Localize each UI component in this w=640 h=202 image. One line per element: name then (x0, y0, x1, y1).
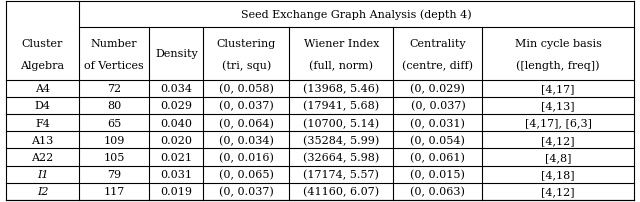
Text: A13: A13 (31, 135, 54, 145)
Text: A4: A4 (35, 84, 50, 94)
Text: Wiener Index: Wiener Index (303, 39, 379, 48)
Text: [4,12]: [4,12] (541, 186, 575, 196)
Text: A22: A22 (31, 152, 54, 162)
Text: (17941, 5.68): (17941, 5.68) (303, 101, 380, 111)
Text: 0.031: 0.031 (161, 169, 193, 179)
Text: Seed Exchange Graph Analysis (depth 4): Seed Exchange Graph Analysis (depth 4) (241, 10, 472, 20)
Text: (0, 0.037): (0, 0.037) (219, 101, 274, 111)
Text: Clustering: Clustering (217, 39, 276, 48)
Text: (17174, 5.57): (17174, 5.57) (303, 169, 380, 179)
Text: [4,13]: [4,13] (541, 101, 575, 111)
Text: (32664, 5.98): (32664, 5.98) (303, 152, 380, 162)
Text: (tri, squ): (tri, squ) (221, 60, 271, 71)
Text: Centrality: Centrality (410, 39, 466, 48)
Text: 0.020: 0.020 (161, 135, 193, 145)
Text: (0, 0.037): (0, 0.037) (410, 101, 465, 111)
Text: [4,17], [6,3]: [4,17], [6,3] (525, 118, 591, 128)
Text: (0, 0.065): (0, 0.065) (219, 169, 274, 179)
Text: 0.034: 0.034 (161, 84, 193, 94)
Text: of Vertices: of Vertices (84, 61, 144, 70)
Text: 0.019: 0.019 (161, 186, 193, 196)
Text: Min cycle basis: Min cycle basis (515, 39, 602, 48)
Text: 0.029: 0.029 (161, 101, 193, 111)
Text: [4,12]: [4,12] (541, 135, 575, 145)
Text: [4,18]: [4,18] (541, 169, 575, 179)
Text: 117: 117 (103, 186, 125, 196)
Text: ([length, freq]): ([length, freq]) (516, 60, 600, 71)
Text: 72: 72 (107, 84, 121, 94)
Text: (0, 0.015): (0, 0.015) (410, 169, 465, 179)
Text: (full, norm): (full, norm) (309, 60, 373, 71)
Text: 0.021: 0.021 (161, 152, 193, 162)
Text: 105: 105 (103, 152, 125, 162)
Text: 80: 80 (107, 101, 121, 111)
Text: (0, 0.031): (0, 0.031) (410, 118, 465, 128)
Text: 109: 109 (103, 135, 125, 145)
Text: Cluster: Cluster (22, 39, 63, 48)
Text: Algebra: Algebra (20, 61, 65, 70)
Text: (centre, diff): (centre, diff) (403, 60, 474, 71)
Text: Number: Number (91, 39, 137, 48)
Text: (0, 0.063): (0, 0.063) (410, 186, 465, 197)
Text: Density: Density (155, 49, 198, 59)
Text: (13968, 5.46): (13968, 5.46) (303, 84, 380, 94)
Text: (0, 0.037): (0, 0.037) (219, 186, 274, 197)
Text: 79: 79 (107, 169, 121, 179)
Text: [4,17]: [4,17] (541, 84, 575, 94)
Text: (0, 0.064): (0, 0.064) (219, 118, 274, 128)
Text: (0, 0.061): (0, 0.061) (410, 152, 465, 162)
Text: [4,8]: [4,8] (545, 152, 572, 162)
Text: (0, 0.034): (0, 0.034) (219, 135, 274, 145)
Text: (0, 0.016): (0, 0.016) (219, 152, 274, 162)
Text: F4: F4 (35, 118, 50, 128)
Text: (35284, 5.99): (35284, 5.99) (303, 135, 380, 145)
Text: 0.040: 0.040 (161, 118, 193, 128)
Text: I2: I2 (36, 186, 48, 196)
Text: (41160, 6.07): (41160, 6.07) (303, 186, 380, 197)
Text: 65: 65 (107, 118, 121, 128)
Text: I1: I1 (36, 169, 48, 179)
Text: (0, 0.029): (0, 0.029) (410, 84, 465, 94)
Text: (0, 0.054): (0, 0.054) (410, 135, 465, 145)
Text: (10700, 5.14): (10700, 5.14) (303, 118, 380, 128)
Text: (0, 0.058): (0, 0.058) (219, 84, 274, 94)
Text: D4: D4 (35, 101, 51, 111)
